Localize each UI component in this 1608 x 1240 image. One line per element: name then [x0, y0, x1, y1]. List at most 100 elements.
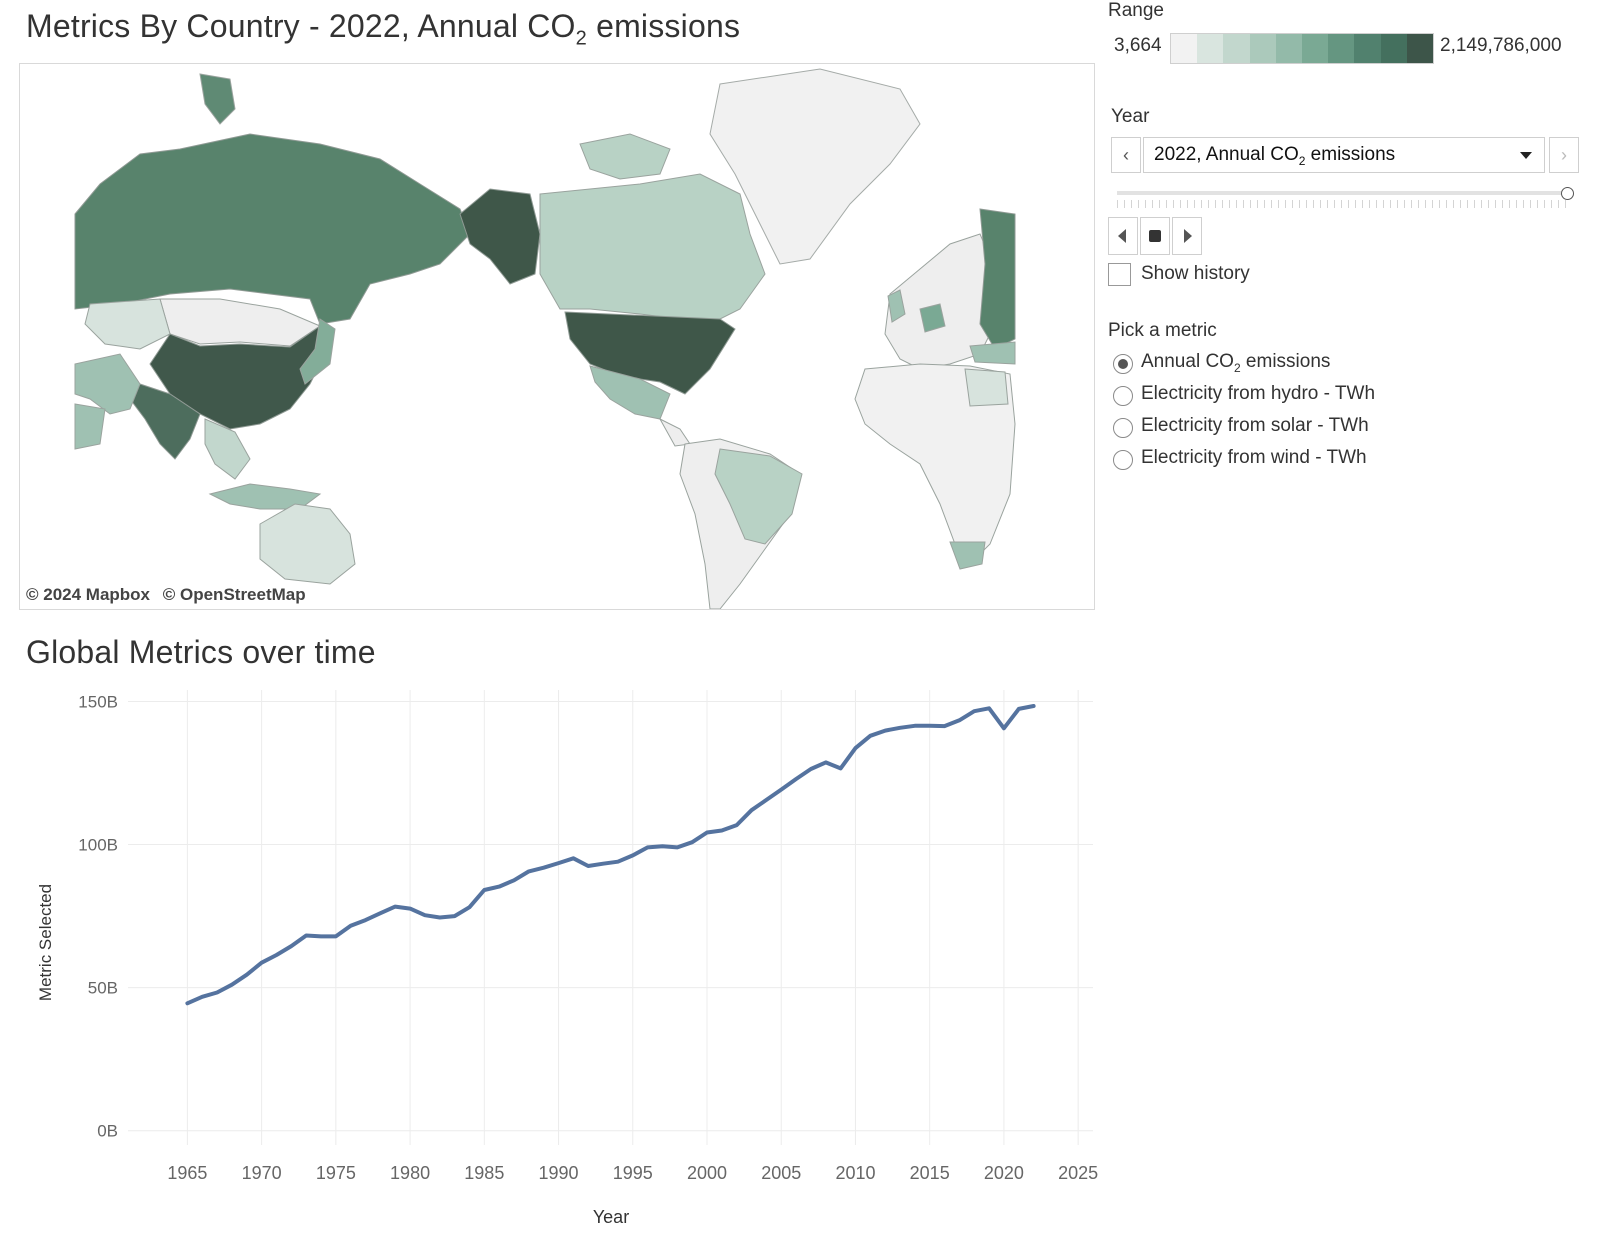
- map-region-mexico[interactable]: [589, 365, 671, 420]
- x-tick-label: 2025: [1058, 1163, 1098, 1183]
- map-region-south-africa[interactable]: [949, 541, 986, 570]
- map-region-turkey[interactable]: [969, 341, 1016, 365]
- map-region-united-states[interactable]: [564, 311, 736, 395]
- map-region-australia[interactable]: [259, 503, 356, 585]
- y-tick-label: 50B: [88, 979, 118, 998]
- show-history-label[interactable]: Show history: [1141, 263, 1250, 284]
- legend-swatch: [1302, 34, 1329, 63]
- year-value-subscript: 2: [1298, 153, 1306, 168]
- x-tick-label: 2010: [835, 1163, 875, 1183]
- year-next-button[interactable]: ›: [1549, 137, 1579, 173]
- map-region-canada-arctic[interactable]: [579, 133, 671, 180]
- legend-title: Range: [1108, 0, 1164, 21]
- series-line[interactable]: [185, 704, 1036, 1006]
- step-back-button[interactable]: [1108, 217, 1138, 255]
- legend-swatch: [1354, 34, 1381, 63]
- legend-max-value: 2,149,786,000: [1440, 35, 1562, 56]
- stop-square-icon: [1149, 230, 1161, 242]
- legend-swatch: [1197, 34, 1224, 63]
- map-region-indonesia[interactable]: [208, 483, 322, 510]
- map-region-japan[interactable]: [299, 318, 336, 385]
- map-region-mongolia[interactable]: [159, 298, 322, 347]
- legend-swatch: [1275, 34, 1303, 63]
- x-tick-label: 1985: [464, 1163, 504, 1183]
- x-tick-label: 1980: [390, 1163, 430, 1183]
- show-history-checkbox[interactable]: [1108, 263, 1131, 286]
- year-value-suffix: emissions: [1305, 144, 1396, 165]
- map-canvas[interactable]: [20, 64, 1094, 609]
- x-tick-label: 2020: [984, 1163, 1024, 1183]
- year-slider-track[interactable]: [1117, 191, 1567, 195]
- metric-option-subscript: 2: [1233, 360, 1241, 375]
- map-region-arabia[interactable]: [74, 403, 106, 450]
- x-tick-label: 2015: [910, 1163, 950, 1183]
- map-region-russia-west[interactable]: [979, 208, 1016, 350]
- triangle-right-icon: [1184, 229, 1192, 243]
- y-tick-label: 150B: [78, 692, 118, 711]
- x-tick-label: 2000: [687, 1163, 727, 1183]
- openstreetmap-attribution-link[interactable]: © OpenStreetMap: [162, 585, 306, 604]
- x-tick-label: 1975: [316, 1163, 356, 1183]
- year-slider-thumb[interactable]: [1561, 187, 1574, 200]
- year-slider-ticks: [1117, 200, 1567, 208]
- x-tick-label: 1995: [613, 1163, 653, 1183]
- y-tick-label: 100B: [78, 836, 118, 855]
- map-attribution: © 2024 Mapbox © OpenStreetMap: [26, 585, 314, 605]
- triangle-left-icon: [1118, 229, 1126, 243]
- x-axis-title: Year: [593, 1207, 629, 1227]
- map-region-uk[interactable]: [887, 289, 906, 323]
- map-region-southeast-asia[interactable]: [204, 418, 251, 480]
- mapbox-attribution-link[interactable]: © 2024 Mapbox: [26, 585, 151, 604]
- metric-option-wind[interactable]: Electricity from wind - TWh: [1141, 447, 1367, 468]
- choropleth-map[interactable]: © 2024 Mapbox © OpenStreetMap: [19, 63, 1095, 610]
- chevron-right-icon: ›: [1561, 145, 1567, 165]
- year-dropdown-value: 2022, Annual CO2 emissions: [1154, 144, 1395, 168]
- map-region-greenland[interactable]: [709, 68, 921, 265]
- map-region-alaska[interactable]: [459, 188, 541, 285]
- metric-option-solar[interactable]: Electricity from solar - TWh: [1141, 415, 1369, 436]
- metric-option-prefix: Annual CO: [1141, 351, 1234, 372]
- metric-option-suffix: emissions: [1240, 351, 1331, 372]
- metric-option-hydro[interactable]: Electricity from hydro - TWh: [1141, 383, 1376, 404]
- year-prev-button[interactable]: ‹: [1111, 137, 1141, 173]
- chevron-left-icon: ‹: [1123, 145, 1129, 165]
- map-title-suffix: emissions: [586, 8, 741, 44]
- chevron-down-icon: [1520, 152, 1532, 159]
- year-dropdown[interactable]: 2022, Annual CO2 emissions: [1143, 137, 1545, 173]
- map-region-egypt[interactable]: [964, 368, 1009, 407]
- legend-swatch: [1249, 34, 1276, 63]
- stop-button[interactable]: [1140, 217, 1170, 255]
- map-title: Metrics By Country - 2022, Annual CO2 em…: [26, 8, 740, 50]
- map-region-russia[interactable]: [74, 133, 471, 325]
- map-region-germany[interactable]: [919, 303, 946, 333]
- legend-swatch: [1171, 34, 1198, 63]
- legend-swatch: [1328, 34, 1355, 63]
- metric-picker-label: Pick a metric: [1108, 320, 1217, 341]
- legend-min-value: 3,664: [1114, 35, 1162, 56]
- legend-color-scale: [1170, 33, 1434, 64]
- x-tick-label: 1970: [242, 1163, 282, 1183]
- y-tick-label: 0B: [97, 1122, 118, 1141]
- metric-option-annual-co2[interactable]: Annual CO2 emissions: [1141, 351, 1330, 375]
- legend-swatch: [1406, 34, 1434, 63]
- map-region-india[interactable]: [129, 383, 201, 460]
- map-title-subscript: 2: [575, 27, 587, 50]
- year-value-prefix: 2022, Annual CO: [1154, 144, 1299, 165]
- map-region-canada[interactable]: [539, 173, 766, 320]
- metric-radio-wind[interactable]: [1113, 450, 1133, 470]
- map-region-brazil[interactable]: [714, 448, 803, 545]
- map-region-middle-east[interactable]: [74, 353, 141, 415]
- x-tick-label: 1990: [539, 1163, 579, 1183]
- metric-radio-annual-co2[interactable]: [1113, 354, 1133, 374]
- metric-radio-solar[interactable]: [1113, 418, 1133, 438]
- map-region-russia-arctic[interactable]: [199, 73, 236, 125]
- metric-radio-hydro[interactable]: [1113, 386, 1133, 406]
- x-tick-label: 2005: [761, 1163, 801, 1183]
- step-forward-button[interactable]: [1172, 217, 1202, 255]
- map-region-europe[interactable]: [884, 233, 996, 370]
- line-chart[interactable]: 0B 50B 100B 150B 1965 1970 1975 1980 1985 1990 199…: [0, 680, 1100, 1240]
- legend-swatch: [1223, 34, 1250, 63]
- map-region-kazakhstan[interactable]: [84, 298, 171, 350]
- chart-title: Global Metrics over time: [26, 634, 376, 670]
- map-region-central-america[interactable]: [658, 417, 691, 447]
